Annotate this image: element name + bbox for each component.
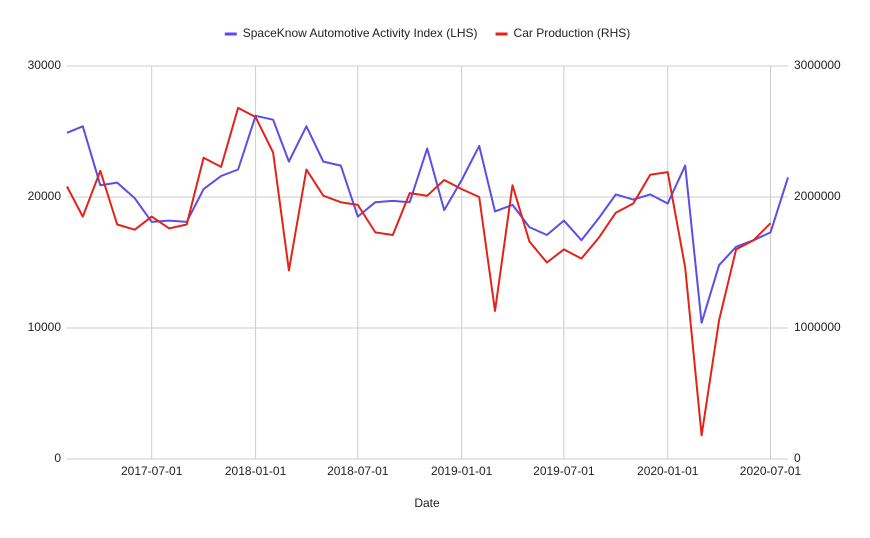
x-tick-label: 2019-07-01 bbox=[533, 464, 595, 478]
y-tick-label: 0 bbox=[54, 451, 61, 465]
series-line bbox=[66, 106, 772, 437]
y-tick-label: 30000 bbox=[28, 58, 62, 72]
x-axis-label: Date bbox=[414, 496, 440, 510]
x-tick-label: 2018-01-01 bbox=[225, 464, 287, 478]
y2-tick-label: 3000000 bbox=[794, 58, 841, 72]
series-line bbox=[66, 114, 789, 324]
x-tick-label: 2020-01-01 bbox=[637, 464, 699, 478]
legend-label: Car Production (RHS) bbox=[514, 26, 631, 40]
x-tick-label: 2018-07-01 bbox=[327, 464, 389, 478]
x-tick-label: 2019-01-01 bbox=[431, 464, 493, 478]
x-tick-label: 2017-07-01 bbox=[121, 464, 183, 478]
y-tick-label: 10000 bbox=[28, 320, 62, 334]
y2-tick-label: 1000000 bbox=[794, 320, 841, 334]
y2-tick-label: 2000000 bbox=[794, 189, 841, 203]
y-tick-label: 20000 bbox=[28, 189, 62, 203]
y2-tick-label: 0 bbox=[794, 451, 801, 465]
legend-label: SpaceKnow Automotive Activity Index (LHS… bbox=[243, 26, 478, 40]
x-tick-label: 2020-07-01 bbox=[740, 464, 802, 478]
